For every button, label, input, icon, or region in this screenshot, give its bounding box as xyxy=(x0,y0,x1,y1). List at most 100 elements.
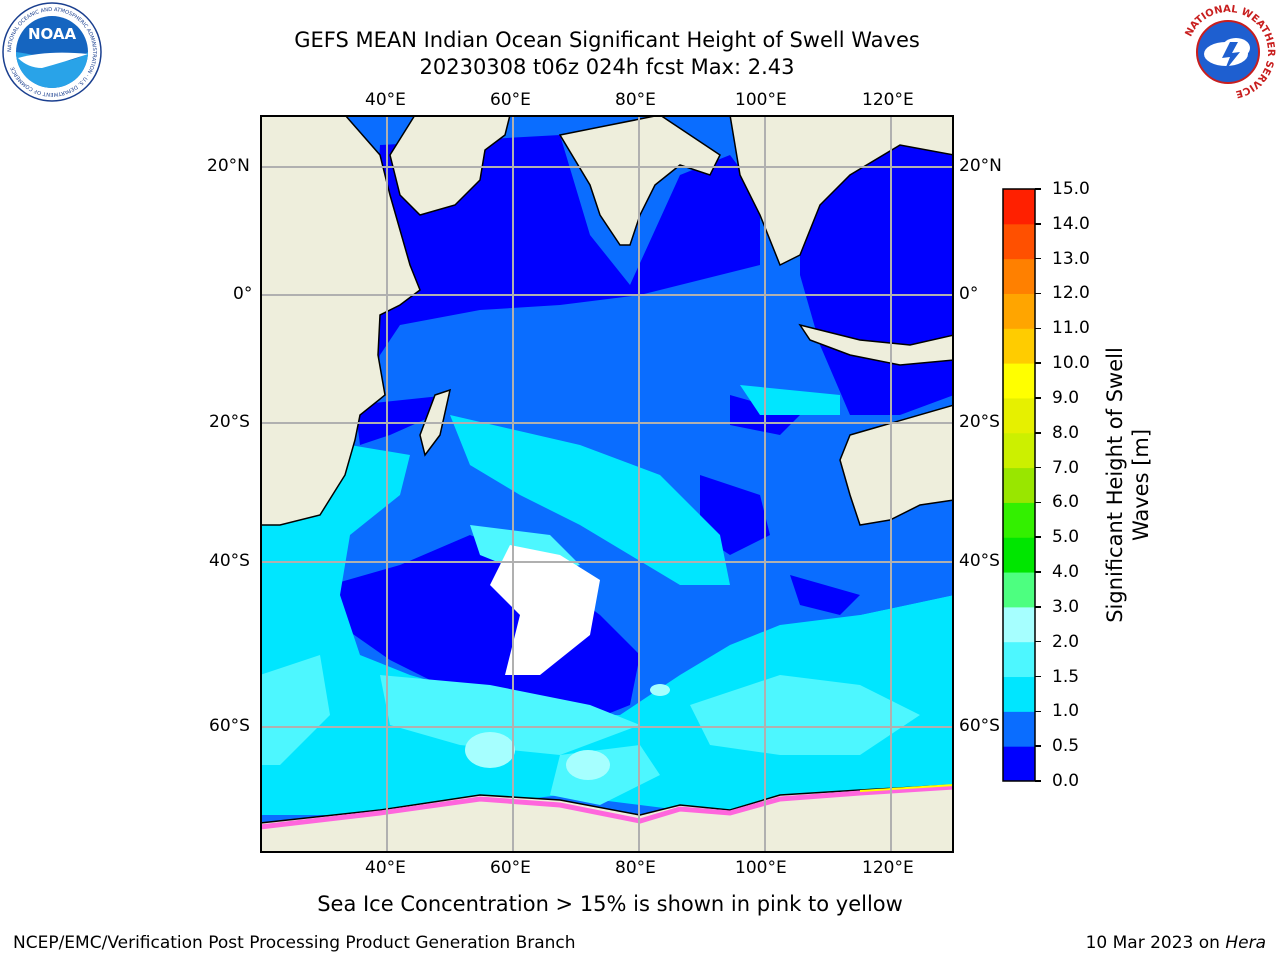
lon-tick-bottom: 120°E xyxy=(862,858,914,878)
lat-tick-left: 40°S xyxy=(209,551,250,571)
colorbar-frame xyxy=(1002,188,1036,782)
colorbar-tick-label: 4.0 xyxy=(1052,562,1080,583)
colorbar-tick-label: 9.0 xyxy=(1052,387,1080,408)
colorbar-tick-label: 7.0 xyxy=(1052,457,1080,478)
colorbar-tick-label: 5.0 xyxy=(1052,527,1080,548)
footer-date: 10 Mar 2023 on Hera xyxy=(1086,933,1266,953)
colorbar-swatch xyxy=(1003,606,1035,643)
colorbar xyxy=(1002,188,1036,782)
map-title: GEFS MEAN Indian Ocean Significant Heigh… xyxy=(294,28,920,52)
nws-logo: NATIONAL WEATHER SERVICE xyxy=(1181,4,1276,99)
colorbar-tick-label: 1.0 xyxy=(1052,701,1080,722)
colorbar-swatch xyxy=(1003,641,1035,678)
arabia xyxy=(389,115,511,216)
lat-tick-right: 0° xyxy=(959,284,979,304)
colorbar-swatch xyxy=(1003,711,1035,747)
sea-ice-edge xyxy=(260,784,954,830)
colorbar-label: Significant Height of Swell Waves [m] xyxy=(1102,347,1154,623)
colorbar-swatch xyxy=(1003,746,1035,782)
colorbar-tick-label: 1.5 xyxy=(1052,666,1080,687)
colorbar-tick-mark xyxy=(1035,257,1041,260)
colorbar-tick-mark xyxy=(1035,432,1041,434)
colorbar-tick-label: 14.0 xyxy=(1052,213,1090,234)
colorbar-tick-mark xyxy=(1035,675,1041,678)
colorbar-tick-mark xyxy=(1035,397,1041,399)
lon-tick-bottom: 60°E xyxy=(490,858,531,878)
colorbar-swatch xyxy=(1003,293,1035,329)
colorbar-swatch xyxy=(1003,432,1035,469)
colorbar-tick-mark xyxy=(1035,223,1041,225)
lon-tick-top: 60°E xyxy=(490,90,531,110)
colorbar-swatch xyxy=(1003,397,1035,434)
colorbar-tick-mark xyxy=(1035,640,1041,643)
footer-credit: NCEP/EMC/Verification Post Processing Pr… xyxy=(13,933,576,953)
colorbar-swatch xyxy=(1003,363,1035,399)
lat-tick-right: 20°N xyxy=(959,156,1002,176)
colorbar-tick-label: 6.0 xyxy=(1052,492,1080,513)
lon-tick-bottom: 40°E xyxy=(365,858,406,878)
lon-tick-top: 40°E xyxy=(365,90,406,110)
colorbar-label-line1: Significant Height of Swell xyxy=(1103,347,1127,623)
lon-tick-bottom: 80°E xyxy=(615,858,656,878)
colorbar-swatch xyxy=(1003,258,1035,294)
antarctica xyxy=(260,784,954,853)
colorbar-swatch xyxy=(1003,676,1035,712)
colorbar-swatch xyxy=(1003,502,1035,538)
noaa-logo: NOAA NATIONAL OCEANIC AND ATMOSPHERIC AD… xyxy=(2,2,102,102)
graticule xyxy=(260,115,954,853)
lat-tick-right: 40°S xyxy=(959,551,1000,571)
lon-tick-top: 80°E xyxy=(615,90,656,110)
lat-tick-right: 60°S xyxy=(959,716,1000,736)
colorbar-tick-mark xyxy=(1035,501,1041,504)
map-frame xyxy=(260,115,954,853)
swell-band-2.0-3.0 xyxy=(465,684,670,780)
colorbar-swatch xyxy=(1003,328,1035,364)
indonesia xyxy=(798,323,954,366)
colorbar-tick-label: 0.0 xyxy=(1052,771,1080,791)
colorbar-swatch xyxy=(1003,572,1035,608)
lat-tick-left: 20°N xyxy=(207,156,250,176)
colorbar-swatch xyxy=(1003,223,1035,260)
colorbar-swatches xyxy=(1003,189,1035,782)
swell-band-1.5-2.0 xyxy=(260,525,920,805)
lon-tick-top: 100°E xyxy=(735,90,787,110)
colorbar-tick-label: 15.0 xyxy=(1052,179,1090,199)
lat-tick-left: 20°S xyxy=(209,412,250,432)
colorbar-tick-label: 2.0 xyxy=(1052,631,1080,652)
colorbar-tick-label: 12.0 xyxy=(1052,283,1090,304)
lat-tick-right: 20°S xyxy=(959,412,1000,432)
southeast-asia xyxy=(729,115,954,267)
colorbar-tick-label: 0.5 xyxy=(1052,736,1080,757)
colorbar-tick-mark xyxy=(1035,571,1041,573)
lon-tick-bottom: 100°E xyxy=(735,858,787,878)
colorbar-tick-mark xyxy=(1035,362,1041,364)
colorbar-tick-mark xyxy=(1035,536,1041,538)
colorbar-label-line2: Waves [m] xyxy=(1129,428,1153,542)
colorbar-swatch xyxy=(1003,467,1035,503)
lat-tick-left: 0° xyxy=(233,284,253,304)
map-subtitle: 20230308 t06z 024h fcst Max: 2.43 xyxy=(419,55,795,79)
colorbar-tick-mark xyxy=(1035,327,1041,330)
colorbar-swatch xyxy=(1003,189,1035,225)
colorbar-tick-mark xyxy=(1035,466,1041,469)
colorbar-tick-mark xyxy=(1035,292,1041,295)
noaa-logo-text: NOAA xyxy=(28,25,77,43)
footer-date-text: 10 Mar 2023 on xyxy=(1085,933,1226,953)
colorbar-tick-label: 3.0 xyxy=(1052,596,1080,617)
colorbar-tick-mark xyxy=(1035,745,1041,747)
colorbar-tick-mark xyxy=(1035,188,1041,190)
missing-data-patch xyxy=(490,545,600,675)
footer-host: Hera xyxy=(1225,933,1266,953)
sea-ice-edge-yellow xyxy=(859,784,954,792)
lon-tick-top: 120°E xyxy=(862,90,914,110)
sea-ice-caption: Sea Ice Concentration > 15% is shown in … xyxy=(317,892,903,916)
colorbar-tick-mark xyxy=(1035,606,1041,608)
colorbar-tick-label: 11.0 xyxy=(1052,318,1090,339)
colorbar-tick-label: 10.0 xyxy=(1052,353,1090,374)
swell-height-map xyxy=(260,115,954,853)
colorbar-swatch xyxy=(1003,537,1035,573)
colorbar-tick-mark xyxy=(1035,780,1041,782)
colorbar-tick-label: 13.0 xyxy=(1052,248,1090,269)
colorbar-tick-label: 8.0 xyxy=(1052,422,1080,443)
colorbar-tick-mark xyxy=(1035,710,1041,713)
